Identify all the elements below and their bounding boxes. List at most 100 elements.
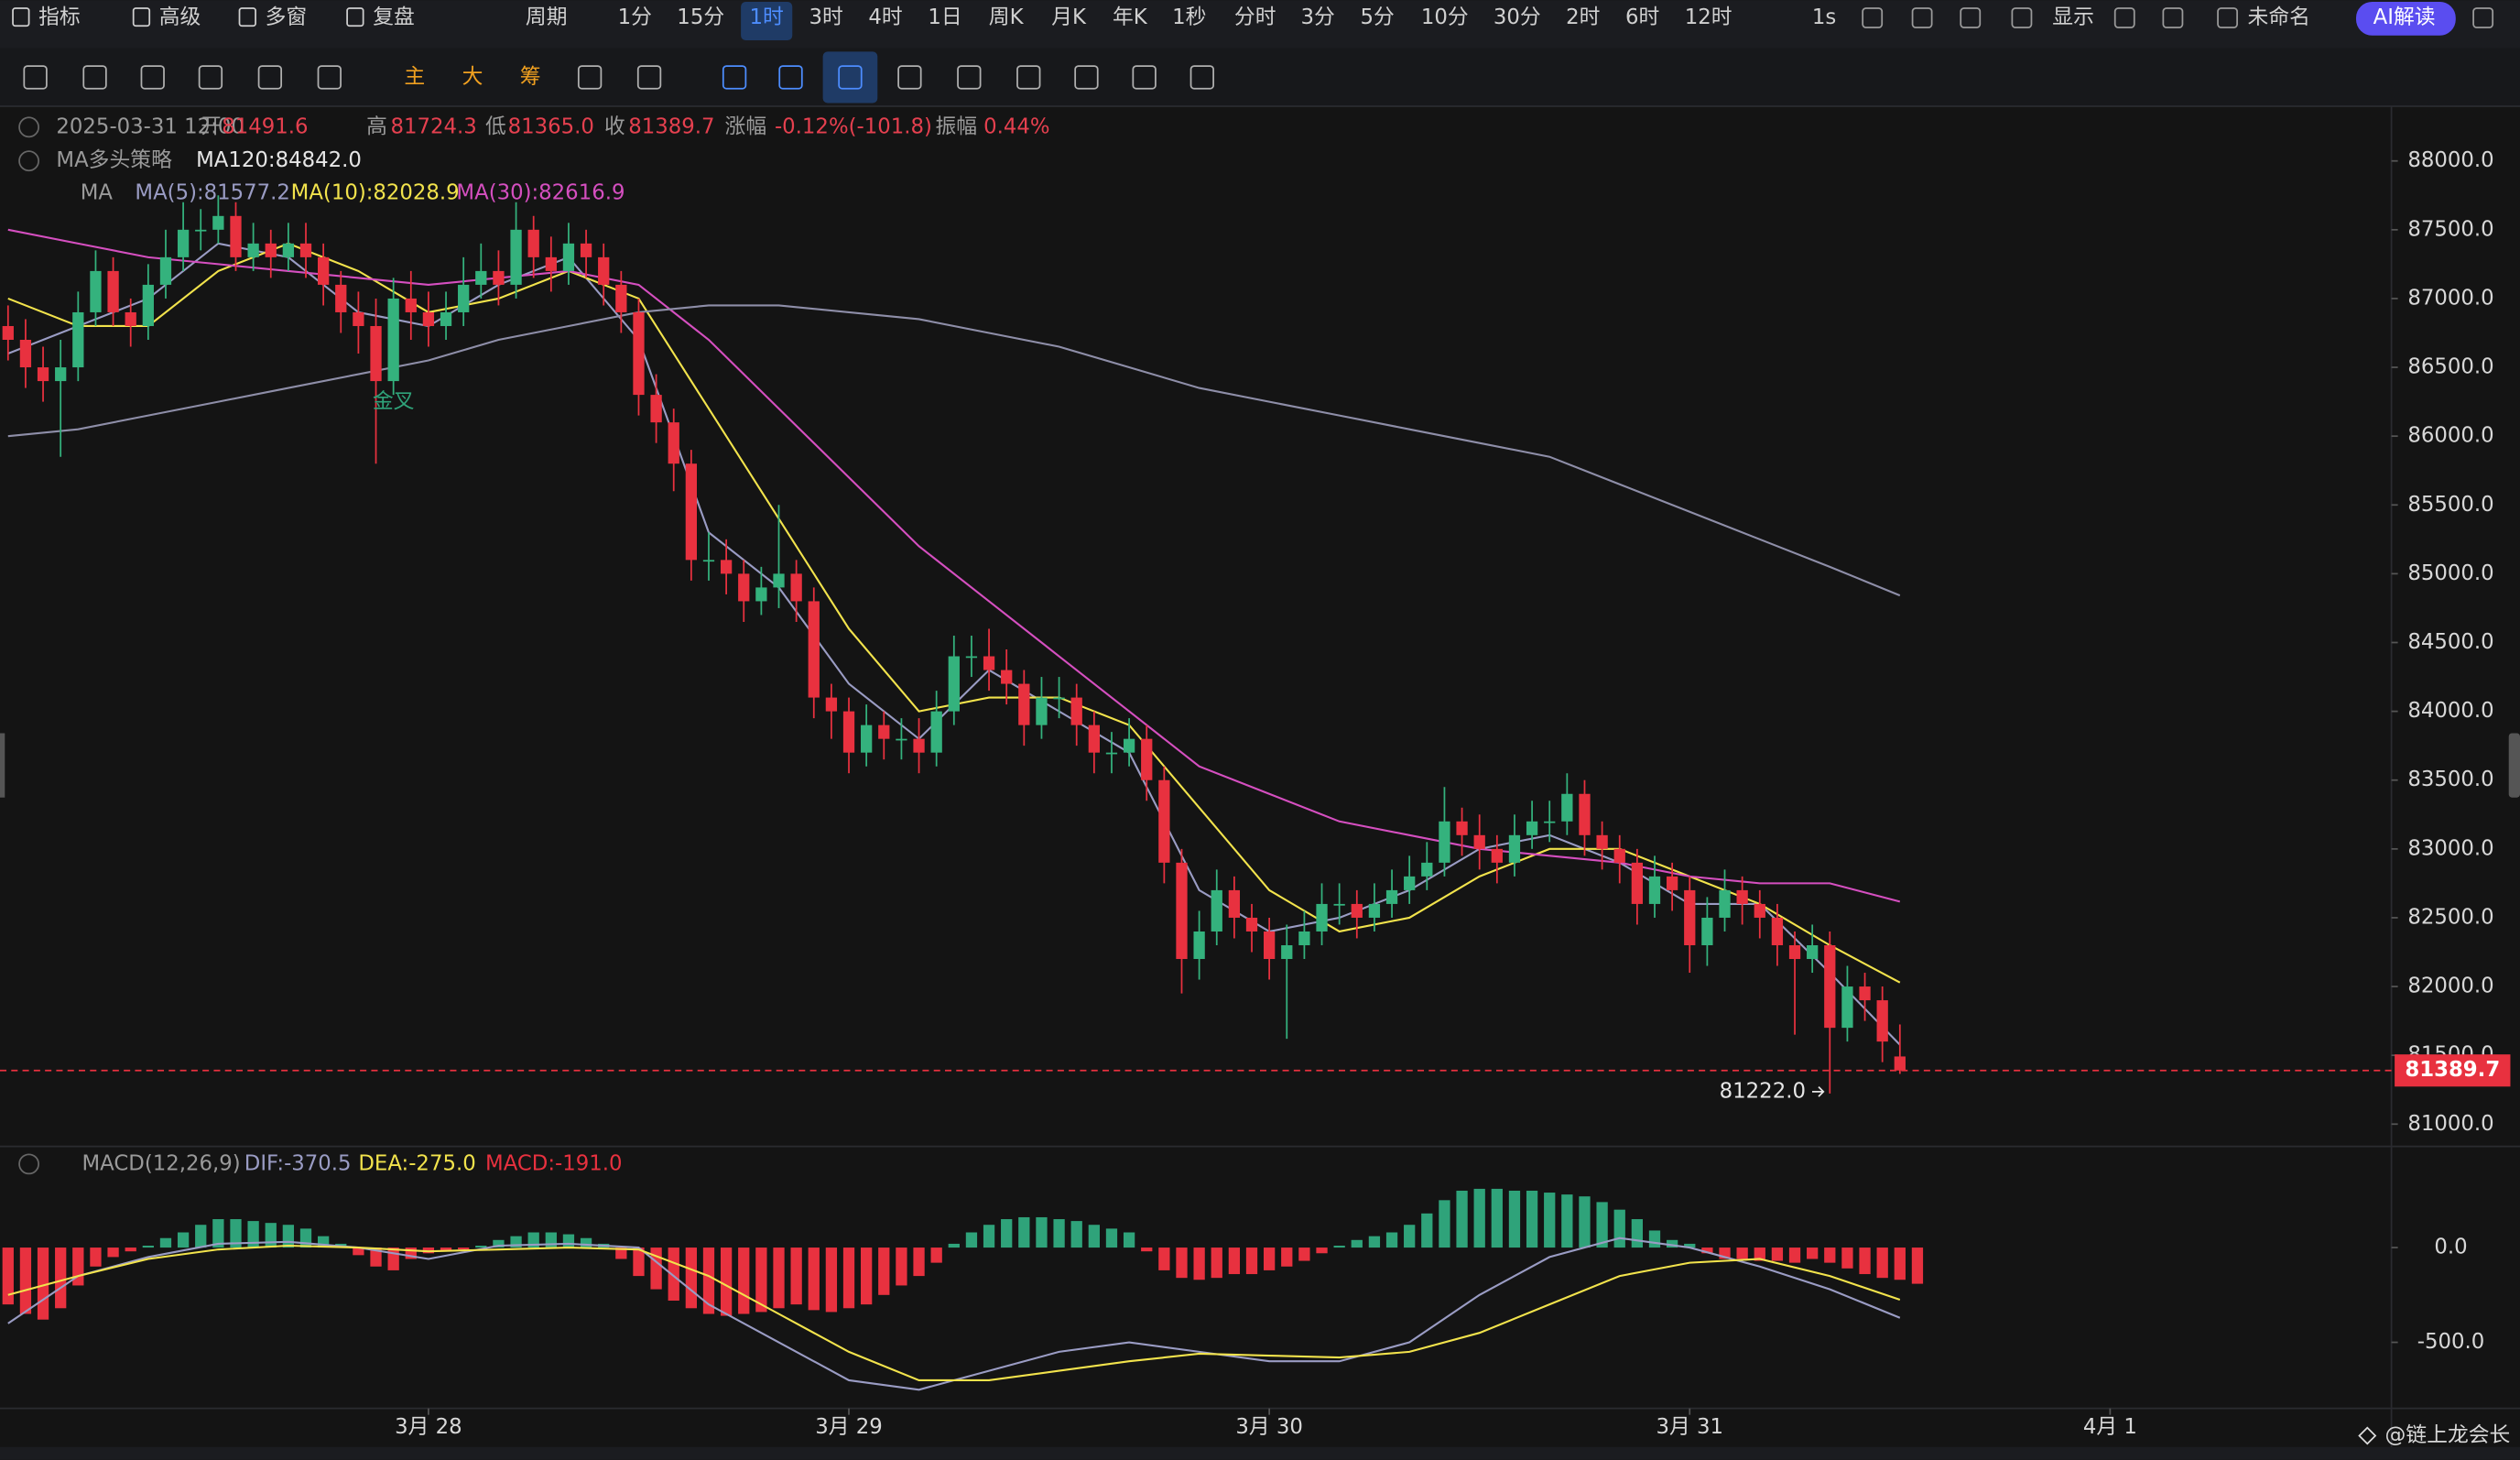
- candle-body: [440, 311, 452, 326]
- y-tick-label: 85500.0: [2407, 493, 2493, 517]
- toolbar-tab[interactable]: 年K: [1113, 5, 1148, 29]
- draw-tool-icon[interactable]: [636, 65, 662, 90]
- draw-tool-icon[interactable]: [722, 65, 747, 90]
- draw-tool-icon[interactable]: [1132, 65, 1157, 90]
- macd-bar: [1036, 1216, 1048, 1248]
- draw-tool-icon[interactable]: [897, 65, 922, 90]
- toolbar-icon[interactable]: [2162, 7, 2184, 28]
- toolbar-tab[interactable]: AI解读: [2373, 5, 2436, 29]
- toolbar-tab[interactable]: 多窗: [266, 5, 308, 29]
- y-tick-label: 82000.0: [2407, 975, 2493, 998]
- toolbar-tab[interactable]: 1秒: [1172, 5, 1206, 29]
- candle-body: [1841, 986, 1853, 1029]
- macd-bar: [299, 1228, 312, 1248]
- toolbar-icon[interactable]: [2011, 7, 2033, 28]
- toolbar-tab[interactable]: 指标: [38, 5, 81, 29]
- toolbar-tab[interactable]: 12时: [1685, 5, 1732, 29]
- macd-bar: [265, 1223, 277, 1248]
- candle-body: [1281, 944, 1293, 960]
- draw-tool-icon[interactable]: [1074, 65, 1099, 90]
- collapse-icon[interactable]: [18, 116, 39, 138]
- ai-button-bg[interactable]: [2355, 1, 2456, 36]
- toolbar-tab[interactable]: 15分: [677, 5, 724, 29]
- toolbar-tab[interactable]: 4时: [868, 5, 902, 29]
- left-handle[interactable]: [0, 733, 5, 798]
- toolbar-tab[interactable]: 10分: [1421, 5, 1469, 29]
- collapse-icon[interactable]: [18, 1153, 39, 1175]
- collapse-icon[interactable]: [18, 150, 39, 172]
- candle-body: [282, 243, 295, 257]
- toolbar-icon[interactable]: [1862, 7, 1884, 28]
- indicator-line: [7, 1244, 1901, 1381]
- candle-body: [650, 395, 662, 423]
- candle-body: [317, 256, 330, 285]
- toolbar-tab[interactable]: 3分: [1301, 5, 1335, 29]
- toolbar-tab[interactable]: 显示: [2052, 5, 2094, 29]
- toolbar-tab[interactable]: 30分: [1494, 5, 1541, 29]
- draw-tool-icon[interactable]: [577, 65, 603, 90]
- candle-body: [387, 298, 399, 382]
- macd-group-label: MACD(12,26,9): [82, 1151, 241, 1175]
- candle-body: [370, 325, 382, 382]
- draw-tool-icon[interactable]: [1016, 65, 1041, 90]
- toolbar-icon[interactable]: [2113, 7, 2135, 28]
- draw-tool-icon[interactable]: [23, 65, 48, 90]
- draw-tool-icon[interactable]: [838, 65, 863, 90]
- candle-body: [1876, 1000, 1888, 1042]
- indicator-tool[interactable]: 大: [462, 65, 483, 89]
- candle-body: [1404, 876, 1416, 890]
- toolbar-tab[interactable]: 月K: [1051, 5, 1087, 29]
- draw-tool-icon[interactable]: [198, 65, 223, 90]
- ohlc-value: 81389.7: [628, 114, 714, 138]
- candle-body: [1859, 986, 1871, 1001]
- toolbar-icon[interactable]: [1911, 7, 1933, 28]
- draw-tool-icon[interactable]: [778, 65, 803, 90]
- ohlc-value: 81724.3: [390, 114, 476, 138]
- top-bar: [0, 0, 2520, 49]
- candle-body: [177, 229, 190, 257]
- candle-body: [212, 215, 224, 230]
- candle-body: [458, 284, 470, 312]
- toolbar-tab[interactable]: 周K: [989, 5, 1025, 29]
- toolbar-tab[interactable]: 2时: [1566, 5, 1600, 29]
- right-handle[interactable]: [2508, 733, 2520, 798]
- macd-bar: [615, 1248, 627, 1259]
- candle-body: [965, 656, 978, 659]
- macd-bar: [1193, 1248, 1205, 1280]
- toolbar-tab[interactable]: 1s: [1812, 5, 1836, 29]
- macd-bar: [1508, 1190, 1521, 1248]
- toolbar-icon[interactable]: [2217, 7, 2238, 28]
- toolbar-tab[interactable]: 1日: [928, 5, 961, 29]
- toolbar-tab[interactable]: 5分: [1360, 5, 1394, 29]
- candle-body: [1701, 917, 1713, 945]
- candle-body: [948, 656, 960, 712]
- toolbar-tab[interactable]: 1时: [750, 5, 784, 29]
- indicator-tool[interactable]: 筹: [520, 65, 541, 89]
- toolbar-tab[interactable]: 1分: [618, 5, 652, 29]
- candle-body: [510, 229, 522, 285]
- draw-tool-icon[interactable]: [317, 65, 342, 90]
- draw-tool-icon[interactable]: [82, 65, 107, 90]
- toolbar-tab[interactable]: 周期: [526, 5, 568, 29]
- indicator-tool[interactable]: 主: [404, 65, 425, 89]
- draw-tool-icon[interactable]: [1189, 65, 1214, 90]
- draw-tool-icon[interactable]: [140, 65, 165, 90]
- draw-tool-icon[interactable]: [257, 65, 283, 90]
- candle-body: [1824, 944, 1836, 1029]
- ohlc-label: 高: [366, 114, 387, 138]
- candle-body: [1018, 683, 1030, 725]
- macd-bar: [1631, 1219, 1644, 1248]
- draw-tool-icon[interactable]: [957, 65, 982, 90]
- candle-body: [1211, 889, 1222, 932]
- ma-group-label: MA: [81, 180, 114, 204]
- toolbar-tab[interactable]: 3时: [809, 5, 842, 29]
- toolbar-tab[interactable]: 6时: [1625, 5, 1659, 29]
- toolbar-icon[interactable]: [2472, 7, 2494, 28]
- toolbar-tab[interactable]: 复盘: [373, 5, 415, 29]
- toolbar-tab[interactable]: 未命名: [2248, 5, 2310, 29]
- macd-bar: [1333, 1245, 1345, 1248]
- toolbar-tab[interactable]: 分时: [1234, 5, 1276, 29]
- toolbar-tab[interactable]: 高级: [159, 5, 201, 29]
- toolbar-icon[interactable]: [1960, 7, 1982, 28]
